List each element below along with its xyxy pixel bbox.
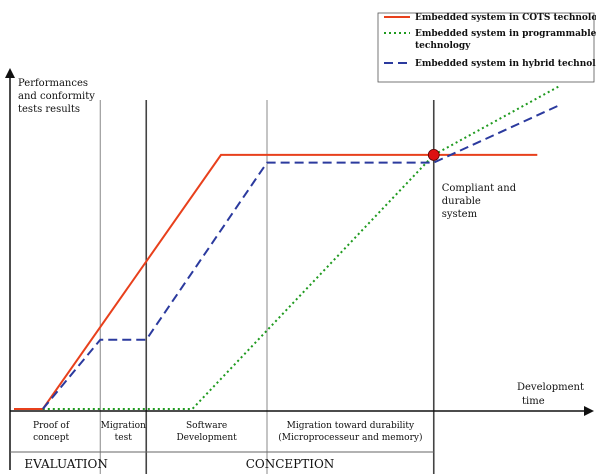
group-label-1: CONCEPTION xyxy=(246,457,335,471)
legend-label-2: Embedded system in hybrid technology xyxy=(415,59,596,69)
legend-box xyxy=(377,12,595,83)
phase-label-0: Proof of concept xyxy=(33,421,70,443)
series-line-1 xyxy=(42,84,561,410)
series-layer xyxy=(14,84,561,410)
phase-label-3: Migration toward durability (Microprocess… xyxy=(278,421,422,443)
series-line-2 xyxy=(42,103,561,410)
legend-label-1: Embedded system in programmable technolog… xyxy=(415,29,596,51)
x-axis-label: Development time xyxy=(517,382,587,407)
annotation-marker-0 xyxy=(427,148,440,161)
series-line-0 xyxy=(14,153,538,410)
group-label-0: EVALUATION xyxy=(24,457,107,471)
phase-table: Proof of concept Migration test Software Deve… xyxy=(10,421,434,471)
phase-dividers xyxy=(99,100,435,474)
annotation-layer: Compliant and durable system xyxy=(427,148,517,220)
annotation-text-0: Compliant and durable system xyxy=(442,183,517,220)
legend: Embedded system in COTS technology Embedd… xyxy=(377,12,596,83)
phase-label-2: Software Development xyxy=(176,421,237,443)
legend-label-0: Embedded system in COTS technology xyxy=(415,13,596,23)
y-axis-label: Performances and conformity tests result… xyxy=(18,78,98,115)
phase-label-1: Migration test xyxy=(101,421,146,443)
